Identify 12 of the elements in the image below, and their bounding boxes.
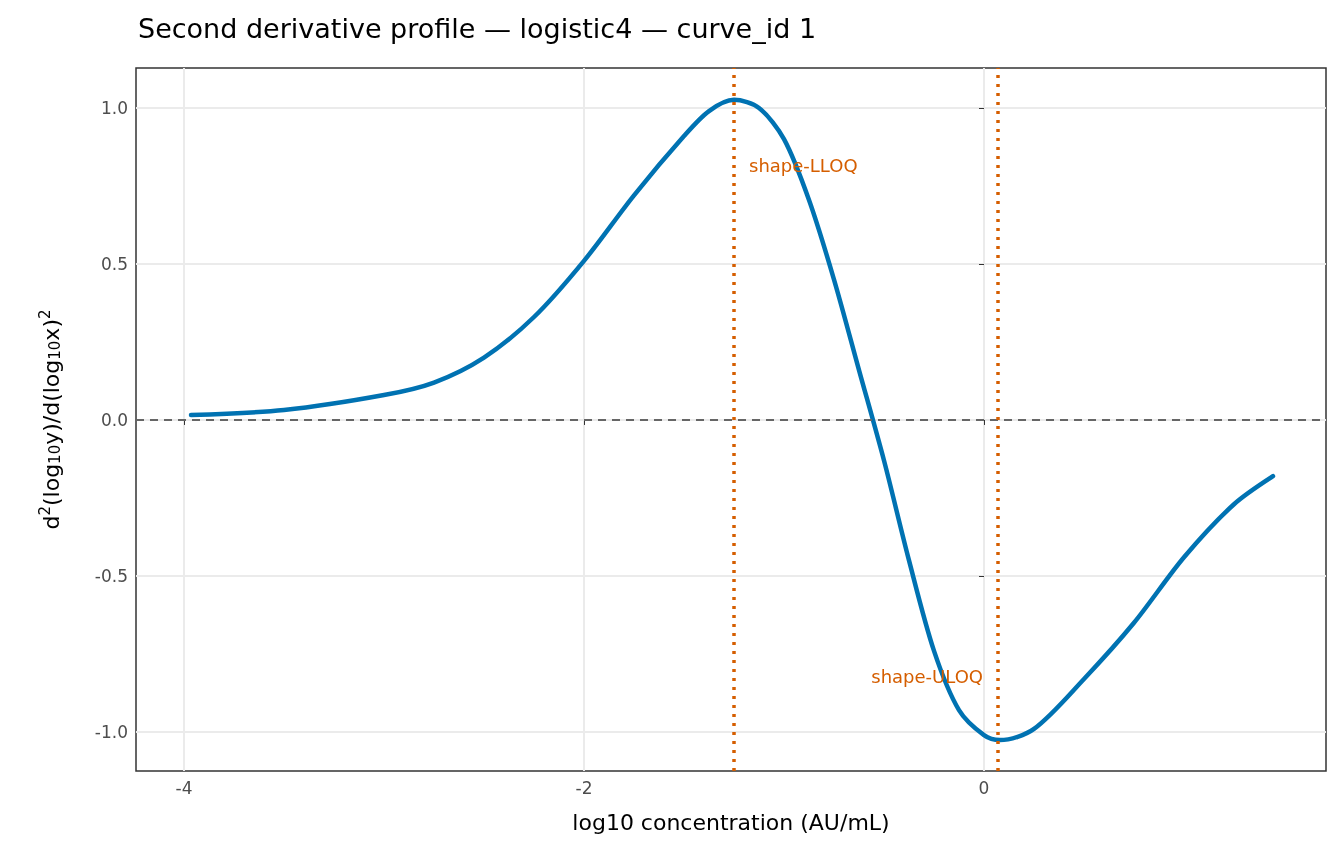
line-series — [188, 97, 1276, 743]
y-axis-title: d2(log10y)/d(log10x)2 — [35, 309, 64, 530]
y-tick-label: -0.5 — [94, 565, 128, 586]
y-tick-label: 1.0 — [100, 97, 128, 118]
y-tick-label: 0.0 — [100, 409, 128, 430]
x-axis-title: log10 concentration (AU/mL) — [572, 809, 890, 835]
y-tick-label: -1.0 — [94, 722, 128, 742]
chart-title: Second derivative profile — logistic4 — curve_id 1 — [138, 13, 817, 44]
x-tick-label: -4 — [175, 777, 193, 798]
x-tick-label: 0 — [978, 777, 990, 798]
y-tick-label: 0.5 — [100, 253, 128, 274]
x-tick-label: -2 — [575, 777, 593, 798]
